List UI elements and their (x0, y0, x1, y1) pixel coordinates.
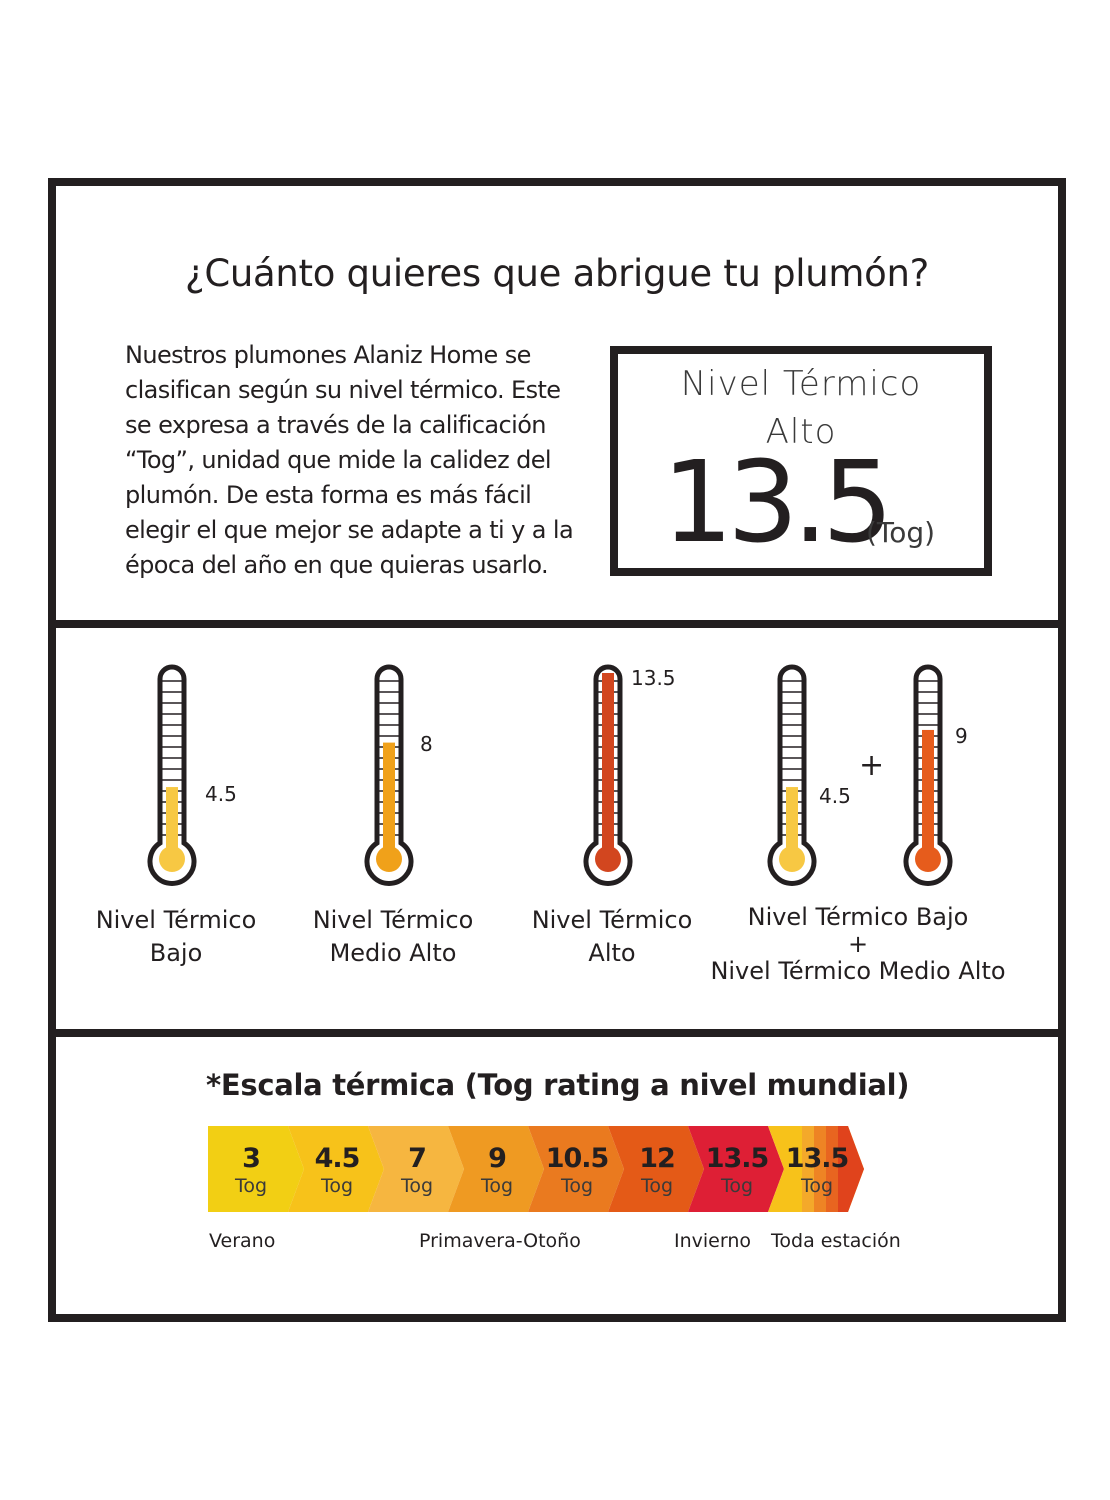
scale-title: *Escala térmica (Tog rating a nivel mund… (206, 1068, 910, 1102)
thermometer-graphic (364, 664, 414, 886)
tog-value: 12 (639, 1143, 676, 1174)
intro-line: elegir el que mejor se adapte a ti y a l… (125, 516, 574, 544)
intro-line: plumón. De esta forma es más fácil (125, 481, 532, 509)
tog-value: 10.5 (545, 1143, 610, 1174)
tog-segment-label: 10.5 Tog (534, 1143, 620, 1197)
intro-line: época del año en que quieras usarlo. (125, 551, 549, 579)
tog-value: 4.5 (314, 1143, 361, 1174)
season-label-summer: Verano (209, 1230, 276, 1252)
thermometer-bulb (779, 846, 805, 872)
thermometer-outline (147, 664, 197, 886)
thermometer-fill (922, 729, 934, 859)
level-box-value: 13.5 (662, 438, 893, 568)
tog-segment (448, 1126, 544, 1212)
intro-line: clasifican según su nivel térmico. Este (125, 376, 561, 404)
thermometer-graphic (583, 664, 633, 886)
intro-line: se expresa a través de la calificación (125, 411, 547, 439)
intro-line: Nuestros plumones Alaniz Home se (125, 341, 531, 369)
level-box-label: Nivel Térmico (680, 364, 922, 404)
thermometer-combo-medium-high (900, 659, 960, 889)
tog-unit: Tog (400, 1175, 434, 1197)
tog-segment-label: 9 Tog (454, 1143, 540, 1197)
tog-unit: Tog (480, 1175, 514, 1197)
thermometer-bulb (915, 846, 941, 872)
thermometer-value: 8 (420, 732, 433, 756)
thermometer-fill (786, 787, 798, 859)
thermometer-label-high: Nivel Térmico Alto (452, 904, 772, 970)
tog-value: 7 (408, 1143, 427, 1174)
tog-segment (528, 1126, 624, 1212)
tog-value: 13.5 (785, 1143, 850, 1174)
thermometer-label-low: Nivel Térmico Bajo (16, 904, 336, 970)
thermometer-high (580, 659, 640, 889)
intro-line: “Tog”, unidad que mide la calidez del (125, 446, 552, 474)
thermometer-bulb (159, 846, 185, 872)
tog-unit: Tog (234, 1175, 268, 1197)
thermometer-graphic (903, 664, 953, 886)
thermometer-label-medium-high: Nivel Térmico Medio Alto (233, 904, 553, 970)
tog-unit: Tog (640, 1175, 674, 1197)
level-box-unit: (Tog) (866, 516, 936, 549)
season-label-spring-autumn: Primavera-Otoño (419, 1230, 581, 1252)
tog-value: 3 (242, 1143, 261, 1174)
label-line: Nivel Térmico Medio Alto (710, 957, 1006, 985)
tog-segment-stripe (838, 1126, 864, 1212)
tog-segment-label: 13.5 Tog (694, 1143, 780, 1197)
section-divider (56, 1029, 1058, 1037)
tog-segment (688, 1126, 784, 1212)
thermometer-value: 13.5 (631, 666, 676, 690)
tog-unit: Tog (720, 1175, 754, 1197)
tog-segment-label: 12 Tog (614, 1143, 700, 1197)
intro-text: Nuestros plumones Alaniz Home se clasifi… (125, 338, 605, 583)
thermometer-graphic (147, 664, 197, 886)
thermometer-value: 9 (955, 724, 968, 748)
tog-segment-label: 3 Tog (208, 1143, 294, 1197)
thermometer-fill (602, 673, 614, 859)
tog-segment-label: 13.5 Tog (774, 1143, 860, 1197)
tog-unit: Tog (320, 1175, 354, 1197)
thermometer-bulb (376, 846, 402, 872)
plus-sign: + (859, 748, 885, 783)
tog-segment-label: 7 Tog (374, 1143, 460, 1197)
label-line: + (847, 930, 869, 958)
thermal-info-frame: ¿Cuánto quieres que abrigue tu plumón? N… (48, 178, 1066, 1322)
label-line: Nivel Térmico Bajo (747, 903, 969, 931)
label-line: Bajo (149, 939, 203, 967)
label-line: Nivel Térmico (95, 906, 257, 934)
tog-segment (208, 1126, 304, 1212)
thermometer-medium-high (361, 659, 421, 889)
thermometer-bulb (595, 846, 621, 872)
page-title: ¿Cuánto quieres que abrigue tu plumón? (184, 252, 929, 295)
thermometer-fill (166, 787, 178, 859)
thermometer-graphic (767, 664, 817, 886)
tog-value: 9 (488, 1143, 507, 1174)
tog-segment (368, 1126, 464, 1212)
tog-value: 13.5 (705, 1143, 770, 1174)
thermometer-low (144, 659, 204, 889)
thermometer-value: 4.5 (205, 782, 237, 806)
thermometer-outline (767, 664, 817, 886)
label-line: Alto (588, 939, 636, 967)
season-label-all-season: Toda estación (771, 1230, 901, 1252)
thermometer-value: 4.5 (819, 784, 851, 808)
tog-scale-bar (208, 1126, 864, 1212)
label-line: Nivel Térmico (312, 906, 474, 934)
tog-segment (608, 1126, 704, 1212)
label-line: Medio Alto (329, 939, 457, 967)
level-box-level: Alto (765, 412, 837, 452)
thermometer-combo-low (764, 659, 824, 889)
thermal-level-box: Nivel Térmico Alto 13.5 (Tog) (610, 346, 992, 576)
section-divider (56, 620, 1058, 628)
tog-unit: Tog (800, 1175, 834, 1197)
season-label-winter: Invierno (674, 1230, 752, 1252)
tog-unit: Tog (560, 1175, 594, 1197)
label-line: Nivel Térmico (531, 906, 693, 934)
tog-segment (288, 1126, 384, 1212)
thermometer-label-combo: Nivel Térmico Bajo + Nivel Térmico Medio… (683, 904, 1033, 985)
tog-segment-label: 4.5 Tog (294, 1143, 380, 1197)
thermometer-fill (383, 742, 395, 859)
